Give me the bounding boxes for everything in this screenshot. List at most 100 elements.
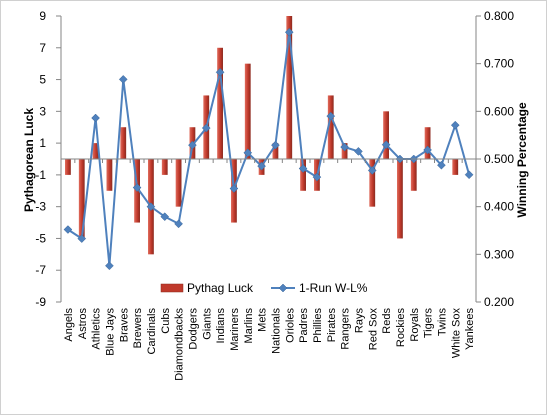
category-label: Twins	[436, 308, 448, 337]
category-label: Braves	[118, 308, 130, 343]
point-reds	[381, 140, 391, 150]
left-axis-ticks: 9 7 5 3 1 -1 -3 -5 -7 -9	[35, 9, 61, 309]
bar-angels	[65, 159, 71, 175]
left-tick-label: -3	[35, 200, 46, 214]
point-braves	[118, 75, 128, 84]
category-label: Marlins	[243, 308, 255, 344]
category-label: Reds	[381, 308, 393, 334]
point-angels	[63, 225, 73, 234]
bar-nationals	[272, 143, 279, 159]
category-label: Padres	[298, 308, 310, 343]
category-label: Orioles	[284, 308, 296, 343]
point-padres	[298, 164, 308, 173]
category-label: Dodgers	[187, 308, 199, 350]
right-tick-label: 0.600	[484, 104, 514, 118]
bar-orioles	[286, 16, 293, 159]
right-tick-label: 0.500	[484, 152, 514, 166]
point-blue-jays	[105, 261, 114, 271]
point-mariners	[229, 184, 239, 193]
legend-swatch-marker	[278, 283, 288, 293]
point-phillies	[312, 172, 322, 182]
bars-group	[65, 16, 459, 255]
point-rangers	[340, 142, 349, 152]
bar-rockies	[397, 159, 403, 239]
bar-athletics	[92, 143, 99, 159]
legend-label-one-run-wl: 1-Run W-L%	[299, 281, 368, 295]
category-label: Yankees	[464, 308, 476, 350]
left-tick-label: 1	[39, 136, 46, 150]
bar-cubs	[161, 159, 168, 175]
category-label: Blue Jays	[104, 308, 116, 356]
left-tick-label: -5	[35, 231, 46, 245]
right-tick-label: 0.300	[484, 247, 514, 261]
category-label: Cardinals	[146, 308, 158, 355]
point-athletics	[91, 113, 100, 123]
right-tick-label: 0.400	[484, 200, 514, 214]
point-astros	[77, 234, 87, 243]
category-label: Brewers	[132, 308, 144, 349]
axes-group	[60, 16, 477, 302]
category-label: Mariners	[229, 308, 241, 351]
bar-marlins	[244, 63, 251, 159]
point-mets	[257, 161, 266, 171]
category-label: Mets	[257, 308, 269, 332]
point-cubs	[160, 212, 170, 222]
right-tick-label: 0.800	[484, 9, 514, 23]
category-label: Diamondbacks	[174, 308, 186, 381]
category-label: Pirates	[326, 308, 338, 343]
bar-royals	[410, 159, 417, 191]
right-tick-label: 0.700	[484, 57, 514, 71]
point-yankees	[464, 170, 474, 180]
bar-braves	[120, 127, 127, 159]
category-label: Angels	[63, 308, 75, 342]
point-white-sox	[450, 120, 460, 130]
left-tick-label: 7	[39, 41, 46, 55]
point-cardinals	[146, 202, 156, 212]
category-label: Red Sox	[367, 308, 379, 351]
bar-red-sox	[369, 159, 376, 207]
category-label: Rangers	[340, 308, 352, 350]
bar-blue-jays	[106, 159, 113, 191]
point-nationals	[271, 140, 280, 150]
point-twins	[437, 160, 446, 170]
left-tick-label: 5	[39, 73, 46, 87]
category-label: Giants	[201, 308, 213, 340]
y-axis-title-right: Winning Percentage	[515, 102, 529, 218]
bar-white-sox	[452, 159, 459, 175]
point-giants	[201, 123, 211, 133]
right-tick-label: 0.200	[484, 295, 514, 309]
category-label: Phillies	[312, 308, 324, 343]
legend-swatch-pythag-luck	[160, 283, 184, 293]
legend-label-pythag-luck: Pythag Luck	[187, 281, 254, 295]
left-tick-label: -1	[35, 168, 46, 182]
category-label: Cubs	[160, 308, 172, 334]
bar-pirates	[327, 95, 334, 159]
point-rays	[354, 147, 363, 156]
point-red-sox	[367, 166, 377, 175]
point-marlins	[243, 148, 253, 158]
bar-indians	[217, 47, 223, 159]
point-indians	[215, 67, 225, 77]
right-axis-ticks: 0.800 0.700 0.600 0.500 0.400 0.300 0.200	[476, 9, 514, 309]
category-labels: Angels Astros Athletics Blue Jays Braves Brew…	[63, 308, 476, 381]
category-label: Astros	[77, 308, 89, 340]
point-tigers	[423, 145, 432, 155]
bar-reds	[383, 111, 389, 159]
left-tick-label: 3	[39, 104, 46, 118]
point-orioles	[284, 27, 294, 37]
category-label: White Sox	[450, 308, 462, 359]
point-diamondbacks	[174, 219, 183, 229]
category-label: Rays	[353, 308, 365, 334]
left-tick-label: -9	[35, 295, 46, 309]
legend: Pythag Luck 1-Run W-L%	[160, 281, 368, 295]
bar-padres	[300, 159, 306, 191]
category-label: Nationals	[270, 308, 282, 354]
y-axis-title-left: Pythagorean Luck	[22, 108, 36, 212]
bar-astros	[78, 159, 85, 239]
left-tick-label: 9	[39, 9, 46, 23]
category-label: Royals	[409, 308, 421, 342]
line-one-run-wl	[67, 32, 471, 266]
point-dodgers	[188, 140, 197, 150]
